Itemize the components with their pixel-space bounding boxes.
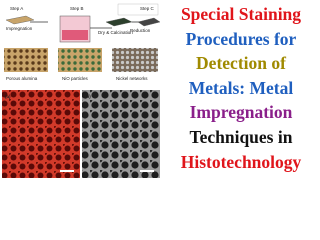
page: Step A Step B Step C Impregnation Dry & Calc…	[0, 0, 320, 178]
step-label: Step B	[70, 6, 84, 11]
step-label: Step A	[10, 6, 23, 11]
title-line: Detection of	[196, 53, 286, 74]
figure: Step A Step B Step C Impregnation Dry & Calc…	[0, 0, 162, 178]
title-block: Special Staining Procedures for Detection …	[162, 2, 320, 174]
title-line: Metals: Metal	[188, 77, 294, 98]
panel-label: (a)	[5, 94, 11, 99]
micrograph-b	[82, 90, 160, 178]
title-line: Techniques in	[189, 126, 293, 147]
title-line: Histotechnology	[180, 151, 302, 172]
title-line: Special Staining	[180, 4, 302, 24]
process-label: Dry & Calcination	[98, 30, 133, 35]
caption: Nickel networks	[116, 76, 148, 81]
panel-label: (b)	[85, 94, 91, 99]
step-label: Step C	[140, 6, 155, 11]
process-label: Reduction	[130, 28, 151, 33]
process-label: Impregnation	[6, 26, 33, 31]
title-line: Impregnation	[189, 102, 293, 123]
title-line: Procedures for	[185, 28, 297, 49]
caption: Porous alumina	[6, 76, 38, 81]
caption: NiO particles	[62, 76, 89, 81]
micrograph-a	[2, 90, 80, 178]
